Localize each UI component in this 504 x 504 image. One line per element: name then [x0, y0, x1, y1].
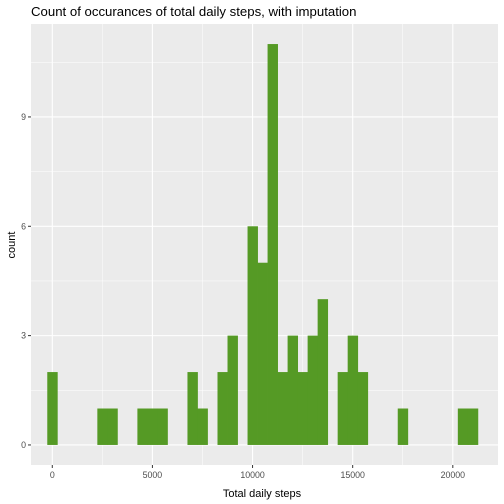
histogram-bars — [47, 44, 479, 445]
histogram-bar — [107, 408, 118, 445]
y-tick-label: 0 — [21, 440, 26, 450]
histogram-bar — [257, 262, 268, 445]
histogram-bar — [47, 372, 58, 445]
histogram-bar — [197, 408, 208, 445]
histogram-bar — [247, 226, 258, 445]
histogram-bar — [137, 408, 148, 445]
histogram-bar — [467, 408, 479, 445]
histogram-bar — [337, 372, 349, 445]
y-tick-label: 9 — [21, 112, 26, 122]
x-tick-label: 20000 — [441, 470, 466, 480]
histogram-bar — [157, 408, 168, 445]
x-tick-label: 10000 — [240, 470, 265, 480]
histogram-bar — [187, 372, 198, 445]
histogram-bar — [357, 372, 369, 445]
histogram-bar — [287, 335, 299, 445]
histogram-bar — [277, 372, 288, 445]
histogram-bar — [397, 408, 409, 445]
histogram-bar — [147, 408, 158, 445]
histogram-bar — [267, 44, 278, 445]
y-axis: 0 3 6 9 — [21, 112, 31, 450]
x-axis: 0 5000 10000 15000 20000 — [50, 465, 465, 480]
histogram-bar — [347, 335, 359, 445]
x-tick-label: 15000 — [340, 470, 365, 480]
histogram-bar — [217, 372, 228, 445]
histogram-bar — [457, 408, 469, 445]
x-tick-label: 5000 — [143, 470, 163, 480]
x-tick-label: 0 — [50, 470, 55, 480]
x-axis-title: Total daily steps — [223, 488, 302, 500]
histogram-bar — [317, 299, 329, 445]
histogram-bar — [227, 335, 238, 445]
y-tick-label: 3 — [21, 331, 26, 341]
y-tick-label: 6 — [21, 221, 26, 231]
histogram-bar — [97, 408, 108, 445]
histogram-bar — [307, 335, 319, 445]
chart-title: Count of occurances of total daily steps… — [31, 4, 356, 19]
y-axis-title: count — [6, 232, 18, 259]
histogram-bar — [297, 372, 309, 445]
